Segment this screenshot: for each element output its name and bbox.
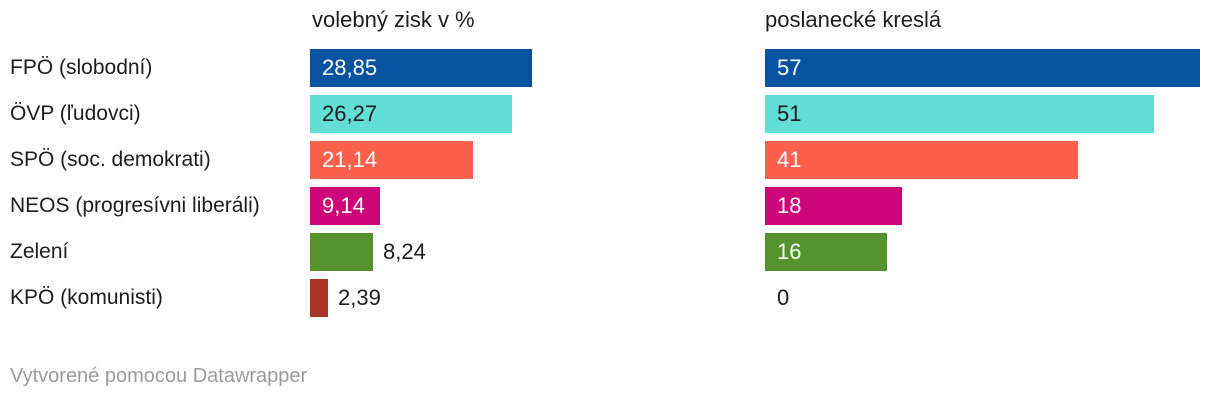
bar-value-label: 0 [777,285,790,310]
category-label: FPÖ (slobodní) [10,56,153,79]
bar-row: 21,14 [310,141,532,179]
bar-row: 57 [765,49,1200,87]
category-label: NEOS (progresívni liberáli) [10,194,260,217]
bar: 16 [765,233,887,271]
bar-value-label: 21,14 [322,147,378,172]
bar-row: 9,14 [310,187,532,225]
bar-row: 26,27 [310,95,532,133]
bars-seats-column: 57 51 41 18 16 0 [765,49,1200,325]
bar: 57 [765,49,1200,87]
column-header-seats: poslanecké kreslá [765,7,942,32]
bar [310,279,328,317]
bar-row: 41 [765,141,1200,179]
bar-value-label: 16 [777,239,802,264]
category-label: Zelení [10,240,69,263]
bar [310,233,373,271]
bar-row: 16 [765,233,1200,271]
bar-value-label: 57 [777,55,802,80]
bar-value-label: 51 [777,101,802,126]
bar-value-label: 41 [777,147,802,172]
bar: 26,27 [310,95,512,133]
bar: 41 [765,141,1078,179]
bar: 9,14 [310,187,380,225]
bar: 21,14 [310,141,473,179]
bar-row: 18 [765,187,1200,225]
category-label: ÖVP (ľudovci) [10,102,141,125]
bar-row: 0 [765,279,1200,317]
bar-value-label: 9,14 [322,193,365,218]
bar-value-label: 28,85 [322,55,378,80]
bar-value-label: 26,27 [322,101,378,126]
bars-vote-share-column: 28,85 26,27 21,14 9,14 8,24 2,39 [310,49,532,325]
category-labels: FPÖ (slobodní) ÖVP (ľudovci) SPÖ (soc. dem… [10,49,260,325]
bar-value-label: 8,24 [383,239,426,264]
category-label: SPÖ (soc. demokrati) [10,148,211,171]
bar-value-label: 2,39 [338,285,381,310]
category-label: KPÖ (komunisti) [10,286,163,309]
attribution-text: Vytvorené pomocou Datawrapper [10,365,308,387]
bar-row: 2,39 [310,279,532,317]
column-header-vote-share: volebný zisk v % [312,7,475,32]
bar: 18 [765,187,902,225]
bar: 28,85 [310,49,532,87]
bar-row: 28,85 [310,49,532,87]
bar: 51 [765,95,1154,133]
bar-row: 51 [765,95,1200,133]
bar-value-label: 18 [777,193,802,218]
bar-row: 8,24 [310,233,532,271]
